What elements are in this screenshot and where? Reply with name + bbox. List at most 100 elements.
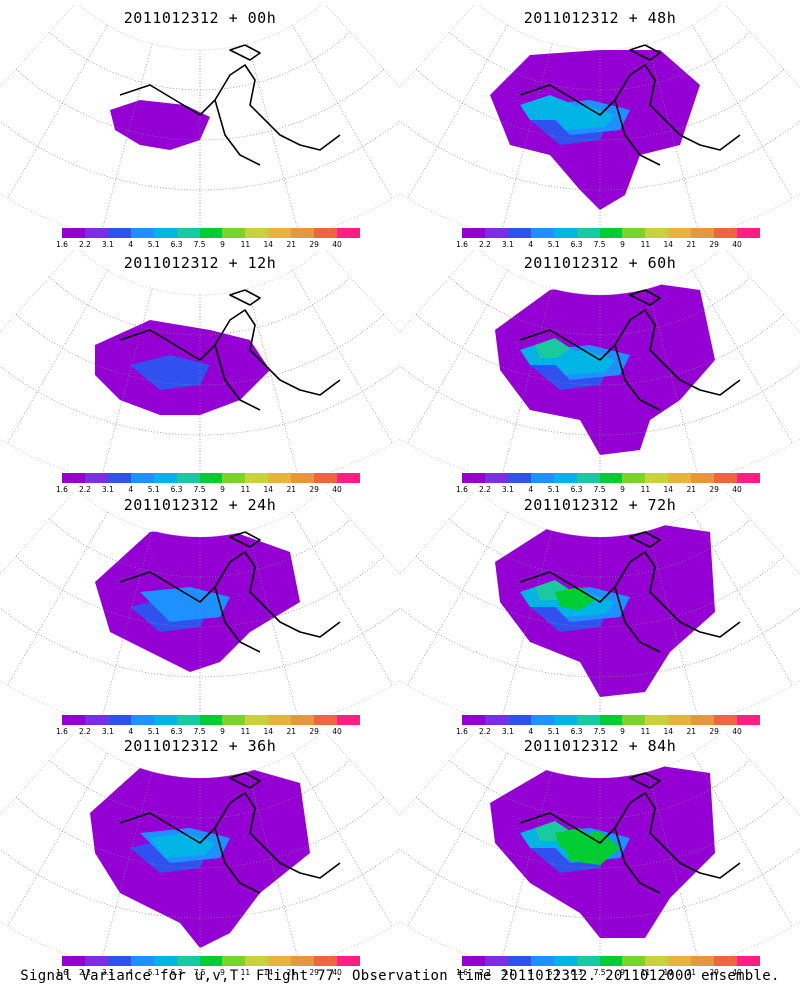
- figure-caption: Signal Variance for u,v,T. Flight 77. Ob…: [20, 968, 780, 984]
- colorbar-tick-label: 4: [528, 727, 534, 736]
- graticule-meridian: [7, 25, 108, 199]
- forecast-panel: 2011012312 + 36h 1.6 2.2 3.1 4 5.1 6.3 7.5 9 11 14…: [0, 733, 400, 978]
- colorbar-swatch: [668, 228, 692, 238]
- variance-map: [0, 250, 400, 472]
- colorbar-swatch: [668, 956, 692, 966]
- colorbar-tick-label: 40: [732, 968, 742, 977]
- graticule-parallel: [0, 834, 400, 919]
- colorbar-tick-label: 7.5: [193, 485, 206, 494]
- panel-title: 2011012312 + 36h: [123, 737, 277, 755]
- colorbar-swatch: [245, 956, 269, 966]
- colorbar-swatch: [291, 956, 315, 966]
- forecast-panel: 2011012312 + 60h 1.6 2.2 3.1 4 5.1 6.3 7.5 9 11 14…: [400, 250, 800, 495]
- colorbar-swatch: [622, 715, 646, 725]
- graticule-meridian: [292, 25, 393, 199]
- colorbar-swatch: [245, 473, 269, 483]
- forecast-panel: 2011012312 + 12h 1.6 2.2 3.1 4 5.1 6.3 7.5 9 11 14…: [0, 250, 400, 495]
- colorbar-swatch: [668, 715, 692, 725]
- graticule-meridian: [292, 270, 393, 444]
- colorbar-swatch: [530, 473, 554, 483]
- colorbar-tick-label: 11: [640, 727, 651, 736]
- graticule-parallel: [49, 276, 351, 336]
- graticule-meridian: [100, 288, 153, 472]
- graticule-parallel: [49, 31, 351, 91]
- colorbar-tick-label: 21: [286, 485, 296, 494]
- colorbar-tick-label: 4: [128, 485, 134, 494]
- colorbar-swatch: [576, 715, 600, 725]
- colorbar: [462, 228, 760, 238]
- colorbar-swatch: [314, 715, 338, 725]
- colorbar-tick-label: 6.3: [170, 727, 183, 736]
- colorbar-swatch: [107, 228, 131, 238]
- graticule-parallel: [0, 351, 400, 436]
- colorbar-swatch: [268, 715, 292, 725]
- colorbar-tick-label: 6.3: [570, 240, 583, 249]
- coastline: [119, 531, 341, 653]
- graticule-meridian: [247, 43, 300, 227]
- colorbar-tick-label: 11: [240, 727, 251, 736]
- colorbar-swatch: [737, 956, 760, 966]
- colorbar-ticks: 1.6 2.2 3.1 4 5.1 6.3 7.5 9 11 14 21 29 40: [56, 240, 360, 250]
- colorbar-swatch: [530, 956, 554, 966]
- graticule-meridian: [500, 43, 553, 227]
- graticule-parallel: [400, 351, 800, 436]
- colorbar-ticks: 1.6 2.2 3.1 4 5.1 6.3 7.5 9 11 14 21 29 40: [456, 485, 760, 495]
- colorbar-swatch: [130, 956, 154, 966]
- colorbar-swatch: [199, 473, 223, 483]
- colorbar-ticks: 1.6 2.2 3.1 4 5.1 6.3 7.5 9 11 14 21 29 40: [56, 727, 360, 737]
- colorbar-swatch: [553, 715, 577, 725]
- colorbar-swatch: [714, 715, 738, 725]
- variance-map: [400, 492, 800, 714]
- graticule-meridian: [7, 270, 108, 444]
- map-frame: [400, 250, 800, 472]
- coastline: [519, 531, 741, 653]
- colorbar-tick-label: 4: [128, 727, 134, 736]
- colorbar-swatch: [462, 228, 485, 238]
- colorbar-swatch: [222, 715, 246, 725]
- panel-title: 2011012312 + 84h: [523, 737, 677, 755]
- colorbar-tick-label: 7.5: [193, 240, 206, 249]
- colorbar-swatch: [691, 228, 715, 238]
- colorbar-swatch: [714, 228, 738, 238]
- colorbar-swatch: [622, 228, 646, 238]
- variance-contour-fill: [520, 95, 575, 120]
- map-frame: [0, 250, 400, 472]
- colorbar-tick-label: 40: [732, 240, 742, 249]
- map-frame: [400, 492, 800, 714]
- colorbar-tick-label: 1.6: [56, 727, 68, 736]
- variance-map: [400, 733, 800, 955]
- colorbar-swatch: [176, 473, 200, 483]
- colorbar-swatch: [691, 956, 715, 966]
- colorbar-tick-label: 9: [220, 968, 225, 977]
- panel-title: 2011012312 + 00h: [123, 9, 277, 27]
- graticule-meridian: [647, 43, 700, 227]
- colorbar-tick-label: 5.1: [547, 485, 560, 494]
- colorbar-tick-label: 2.2: [78, 968, 91, 977]
- colorbar-swatch: [553, 228, 577, 238]
- graticule-meridian: [500, 288, 553, 472]
- colorbar-tick-label: 7.5: [593, 240, 606, 249]
- graticule-meridian: [692, 25, 793, 199]
- colorbar-swatch: [153, 956, 177, 966]
- colorbar-swatch: [691, 473, 715, 483]
- colorbar-tick-label: 2.2: [478, 240, 491, 249]
- colorbar-swatch: [484, 956, 508, 966]
- colorbar-swatch: [645, 715, 669, 725]
- colorbar-swatch: [199, 715, 223, 725]
- colorbar-tick-label: 11: [240, 968, 251, 977]
- variance-contour-fill: [560, 831, 620, 865]
- colorbar-swatch: [84, 956, 108, 966]
- colorbar-swatch: [507, 473, 531, 483]
- colorbar-tick-label: 14: [263, 485, 274, 494]
- panel-title: 2011012312 + 60h: [523, 254, 677, 272]
- colorbar-tick-label: 14: [263, 727, 274, 736]
- variance-contour-fill: [130, 355, 210, 390]
- colorbar-swatch: [484, 715, 508, 725]
- forecast-panel: 2011012312 + 24h 1.6 2.2 3.1 4 5.1 6.3 7.5 9 11 14…: [0, 492, 400, 737]
- colorbar-swatch: [176, 956, 200, 966]
- colorbar-swatch: [714, 473, 738, 483]
- colorbar-swatch: [222, 473, 246, 483]
- colorbar: [462, 956, 760, 966]
- variance-map: [400, 5, 800, 227]
- colorbar-swatch: [714, 956, 738, 966]
